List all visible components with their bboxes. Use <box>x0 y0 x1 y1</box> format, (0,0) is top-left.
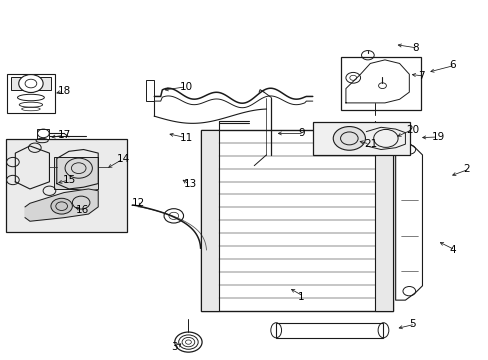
Text: 15: 15 <box>63 175 76 185</box>
Text: 4: 4 <box>448 245 455 255</box>
Text: 8: 8 <box>411 43 418 53</box>
Circle shape <box>19 75 43 93</box>
Bar <box>37 129 49 139</box>
Text: 10: 10 <box>180 82 193 92</box>
Bar <box>5 139 127 232</box>
Polygon shape <box>395 140 422 300</box>
Text: 3: 3 <box>171 342 178 352</box>
Bar <box>146 80 154 101</box>
Ellipse shape <box>18 94 44 101</box>
Bar <box>54 157 98 189</box>
Text: 11: 11 <box>180 133 193 143</box>
Circle shape <box>332 127 365 150</box>
Text: 19: 19 <box>431 132 445 142</box>
Text: 12: 12 <box>131 198 144 208</box>
Text: 21: 21 <box>363 139 376 149</box>
Bar <box>312 122 409 155</box>
Text: 6: 6 <box>448 60 455 70</box>
Text: 14: 14 <box>117 154 130 164</box>
Text: 20: 20 <box>405 125 418 135</box>
Polygon shape <box>25 189 98 221</box>
Text: 16: 16 <box>76 206 89 216</box>
Text: 13: 13 <box>183 179 196 189</box>
Text: 7: 7 <box>417 71 424 81</box>
Text: 1: 1 <box>298 292 304 302</box>
Bar <box>7 74 55 113</box>
Text: 2: 2 <box>462 164 468 174</box>
Bar <box>11 77 51 90</box>
Bar <box>340 57 420 110</box>
Bar <box>276 323 383 338</box>
Text: 5: 5 <box>408 319 415 329</box>
Circle shape <box>51 198 72 214</box>
Text: 17: 17 <box>58 130 71 140</box>
Text: 9: 9 <box>298 129 304 138</box>
Bar <box>200 130 392 311</box>
Bar <box>374 130 392 311</box>
Text: 18: 18 <box>58 86 71 96</box>
Bar <box>200 130 219 311</box>
